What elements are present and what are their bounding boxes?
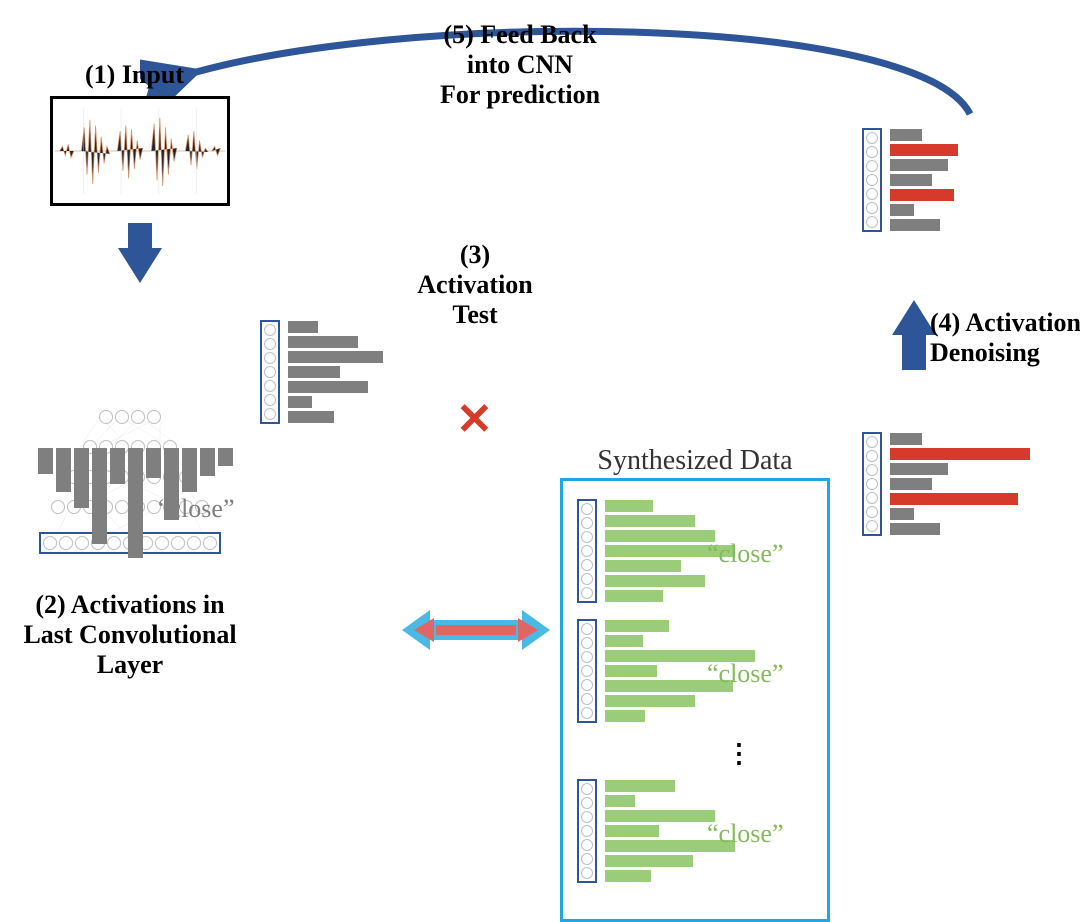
synth-title: Synthesized Data [597, 445, 792, 477]
arrow-input-down [118, 248, 162, 283]
activation-test-arrow [406, 610, 546, 650]
label-feedback: (5) Feed Back into CNN For prediction [360, 20, 680, 110]
synth-sample: “close” [577, 779, 813, 883]
label-input: (1) Input [85, 60, 184, 90]
label-denoise: (4) Activation Denoising [930, 308, 1080, 368]
close-label-green: “close” [707, 539, 784, 569]
ellipsis-icon: ⋮ [667, 739, 813, 769]
test-activation [260, 320, 383, 424]
input-waveform [50, 96, 230, 206]
close-label-green: “close” [707, 659, 784, 689]
close-label-gray: “close” [158, 494, 235, 524]
denoised-activation-top [862, 128, 958, 232]
synth-sample: “close” [577, 499, 813, 603]
synth-sample: “close” [577, 619, 813, 723]
close-label-green: “close” [707, 819, 784, 849]
denoised-activation-bottom [862, 432, 1030, 536]
synth-data-box: Synthesized Data “close”“close”⋮“close” [560, 478, 830, 922]
x-mark-icon: ✕ [456, 394, 493, 445]
label-test: (3) Activation Test [400, 240, 550, 330]
label-activations: (2) Activations in Last Convolutional La… [0, 590, 260, 680]
nn-row [99, 410, 161, 424]
